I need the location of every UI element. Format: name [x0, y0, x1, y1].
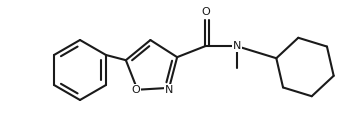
Text: N: N [165, 85, 173, 95]
Text: N: N [233, 41, 241, 51]
Text: O: O [131, 85, 140, 95]
Text: O: O [202, 7, 211, 17]
